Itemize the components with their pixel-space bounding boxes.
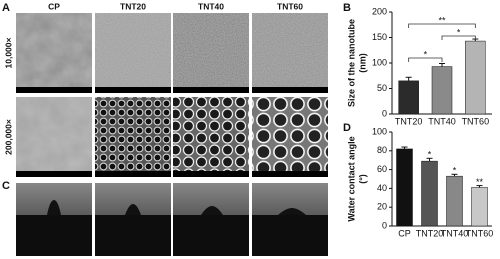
panel-label: A xyxy=(2,2,10,14)
scale-bar xyxy=(95,87,171,93)
scale-bar xyxy=(173,171,249,177)
sample xyxy=(252,215,328,256)
bar xyxy=(396,148,413,227)
y-tick-label: 20 xyxy=(377,202,387,212)
bar xyxy=(465,40,486,115)
droplet xyxy=(201,206,223,215)
y-tick-label: 60 xyxy=(377,164,387,174)
row-label: 10,000× xyxy=(3,37,13,68)
scale-bar xyxy=(252,171,328,177)
scale-bar xyxy=(173,87,249,93)
image-tnt20-high xyxy=(95,97,171,177)
significance-bracket xyxy=(408,23,476,28)
bar xyxy=(471,187,488,227)
y-tick-label: 50 xyxy=(377,83,387,93)
image-texture xyxy=(173,13,249,93)
droplet xyxy=(47,200,61,215)
x-tick-label: TNT40 xyxy=(428,116,456,126)
y-tick-label: 100 xyxy=(372,126,387,136)
scale-bar xyxy=(16,87,92,93)
row-label: 200,000× xyxy=(3,119,13,155)
y-tick-label: 0 xyxy=(382,108,387,118)
bar xyxy=(431,66,453,115)
x-tick-label: TNT40 xyxy=(441,228,469,238)
column-header: TNT40 xyxy=(198,1,224,11)
panel-label: D xyxy=(343,122,351,134)
significance-bracket xyxy=(408,57,443,62)
column-header: CP xyxy=(48,1,60,11)
significance-label: ** xyxy=(438,15,446,25)
contact-angle-images xyxy=(16,183,328,256)
column-header: TNT20 xyxy=(120,1,146,11)
image-texture xyxy=(95,13,171,93)
x-tick-label: TNT20 xyxy=(416,228,444,238)
y-axis-label: (°) xyxy=(357,174,367,184)
y-tick-label: 0 xyxy=(382,220,387,230)
y-axis-label: (nm) xyxy=(357,53,367,73)
bar xyxy=(421,160,438,227)
significance-label: * xyxy=(457,27,461,37)
droplet xyxy=(125,204,141,215)
significance-label: * xyxy=(428,150,432,160)
significance-label: * xyxy=(453,166,457,176)
image-texture xyxy=(16,97,92,177)
significance-label: * xyxy=(424,49,428,59)
bar xyxy=(446,175,463,227)
y-tick-label: 200 xyxy=(372,6,387,16)
x-tick-label: TNT60 xyxy=(466,228,494,238)
sample xyxy=(173,215,249,256)
significance-label: ** xyxy=(476,177,484,187)
panel-label: B xyxy=(343,2,351,14)
image-tnt40-high xyxy=(173,97,249,177)
y-tick-label: 80 xyxy=(377,145,387,155)
scale-bar xyxy=(252,87,328,93)
micrographs xyxy=(16,13,328,177)
y-tick-label: 100 xyxy=(372,57,387,67)
image-tnt60-high xyxy=(252,97,328,177)
x-tick-label: TNT20 xyxy=(395,116,423,126)
y-axis-label: Size of the nanotube xyxy=(346,19,356,107)
y-tick-label: 150 xyxy=(372,32,387,42)
image-texture xyxy=(252,13,328,93)
panel-label: C xyxy=(2,180,10,192)
sample xyxy=(95,215,171,256)
y-tick-label: 40 xyxy=(377,183,387,193)
scale-bar xyxy=(16,171,92,177)
x-tick-label: TNT60 xyxy=(462,116,490,126)
bar xyxy=(398,80,419,115)
scale-bar xyxy=(95,171,171,177)
sample xyxy=(16,215,92,256)
y-axis-label: Water contact angle xyxy=(346,136,356,221)
x-tick-label: CP xyxy=(398,228,411,238)
significance-bracket xyxy=(441,35,476,40)
column-header: TNT60 xyxy=(277,1,303,11)
droplet xyxy=(278,208,306,215)
image-texture xyxy=(16,13,92,93)
